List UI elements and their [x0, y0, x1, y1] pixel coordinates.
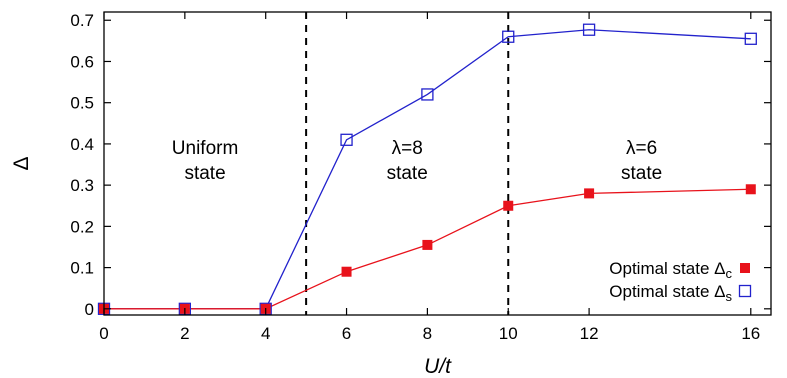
y-tick-label: 0.2 — [70, 217, 94, 236]
data-point-delta_s — [421, 88, 434, 101]
data-point-delta_s — [502, 30, 515, 43]
y-tick-label: 0.6 — [70, 52, 94, 71]
x-tick-label: 10 — [499, 324, 518, 343]
region-annotations: Uniform state λ=8 state λ=6 state — [172, 138, 662, 184]
y-tick-label: 0.5 — [70, 94, 94, 113]
region-label: λ=6 — [626, 138, 657, 159]
region-label: state — [184, 163, 225, 184]
legend-label-delta_c: Optimal state Δc — [609, 259, 732, 281]
y-tick-label: 0 — [85, 300, 94, 319]
series-line-delta_c — [104, 188, 751, 310]
plot-frame — [103, 11, 772, 316]
data-point-delta_s — [582, 23, 596, 36]
phase-boundaries — [305, 12, 510, 315]
x-tick-label: 16 — [741, 324, 760, 343]
data-point-delta_c — [745, 184, 756, 195]
legend-label-delta_s: Optimal state Δs — [609, 282, 732, 304]
legend-marker-delta_c — [740, 263, 750, 273]
y-axis-ticks: 0 0.1 0.2 0.3 0.4 0.5 0.6 0.7 — [70, 11, 771, 319]
y-axis-label: Δ — [10, 156, 33, 170]
x-axis-label: U/t — [424, 355, 452, 378]
x-tick-label: 8 — [423, 324, 432, 343]
data-point-delta_c — [503, 200, 514, 211]
x-tick-label: 2 — [180, 324, 189, 343]
x-tick-label: 0 — [99, 324, 108, 343]
data-point-delta_s — [340, 133, 353, 146]
data-point-delta_c — [422, 239, 433, 250]
region-label: state — [621, 163, 662, 184]
region-label: λ=8 — [392, 138, 423, 159]
data-point-delta_s — [744, 32, 757, 45]
region-label: state — [387, 163, 428, 184]
y-tick-label: 0.4 — [70, 135, 94, 154]
data-point-delta_c — [341, 266, 352, 277]
series-lines — [104, 29, 751, 310]
x-axis-ticks: 0 2 4 6 8 10 12 16 — [99, 12, 760, 343]
legend-marker-delta_s — [738, 284, 752, 298]
data-point-delta_c — [584, 188, 595, 199]
region-label: Uniform — [172, 138, 239, 159]
y-tick-label: 0.1 — [70, 259, 94, 278]
x-tick-label: 6 — [342, 324, 351, 343]
y-tick-label: 0.3 — [70, 176, 94, 195]
y-tick-label: 0.7 — [70, 11, 94, 30]
x-tick-label: 4 — [261, 324, 270, 343]
x-tick-label: 12 — [580, 324, 599, 343]
